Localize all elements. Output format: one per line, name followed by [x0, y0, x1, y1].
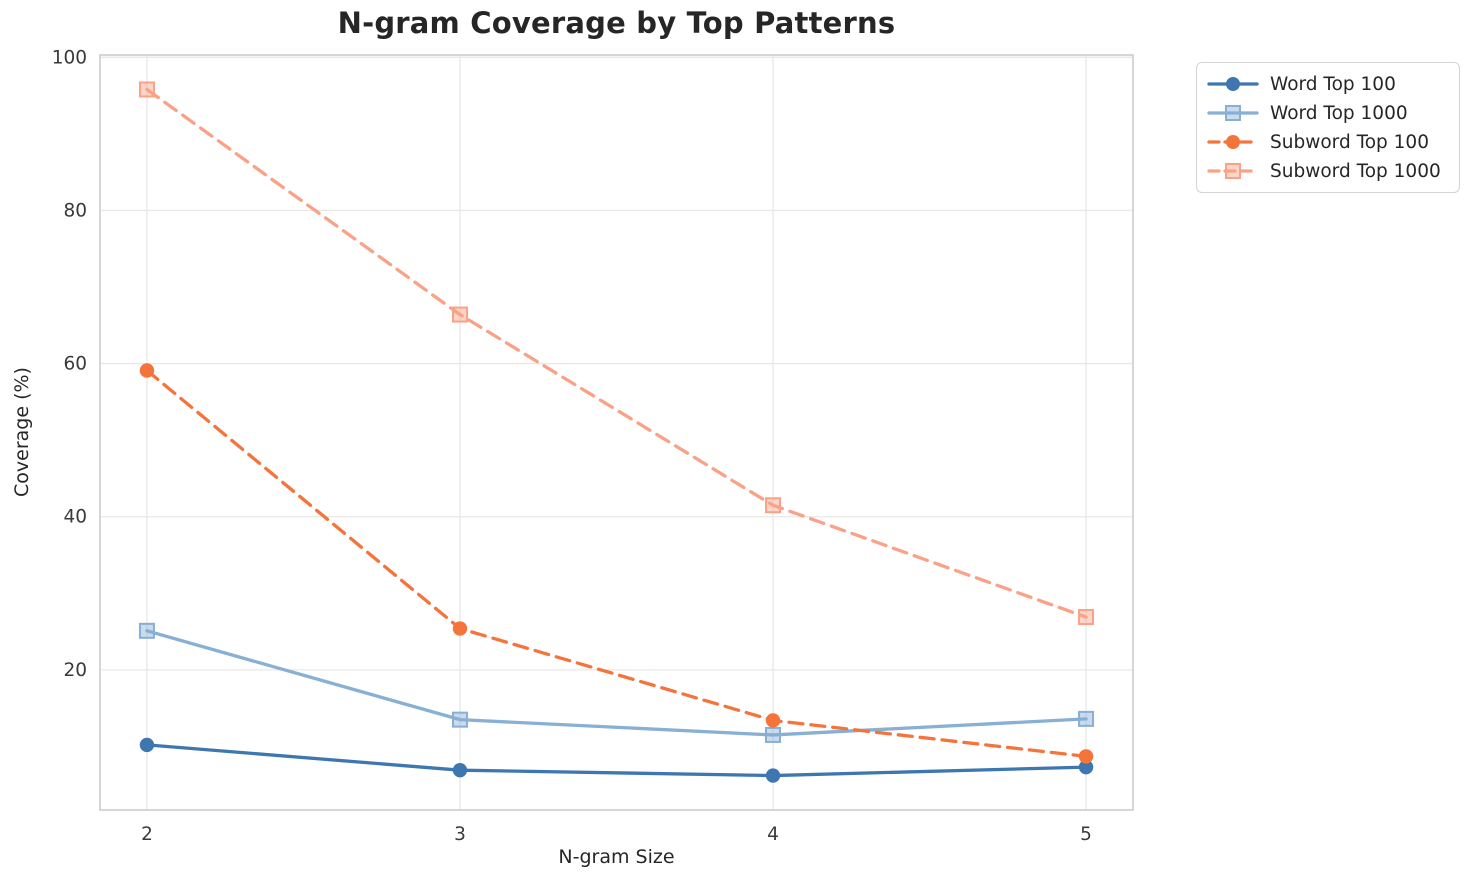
data-point: [1078, 759, 1094, 775]
legend-label: Subword Top 100: [1270, 131, 1429, 153]
legend-item-word-top-1000: Word Top 1000: [1207, 102, 1441, 124]
data-point: [138, 622, 155, 639]
x-tick-label: 4: [767, 824, 779, 845]
data-point: [139, 737, 155, 753]
legend-item-word-top-100: Word Top 100: [1207, 73, 1441, 95]
legend-line-sample: [1207, 163, 1259, 179]
y-tick-label: 100: [52, 47, 87, 68]
legend-item-subword-top-100: Subword Top 100: [1207, 131, 1441, 153]
series-line-word-top-100: [145, 743, 1088, 778]
legend-marker: [1226, 77, 1240, 91]
y-tick-label: 60: [63, 354, 87, 375]
data-point: [765, 713, 781, 728]
x-tick-label: 3: [454, 824, 466, 845]
legend-line-sample: [1207, 135, 1259, 149]
x-axis-label: N-gram Size: [558, 846, 675, 868]
y-tick-label: 20: [63, 660, 87, 681]
legend-line-sample: [1207, 105, 1259, 121]
legend-item-subword-top-1000: Subword Top 1000: [1207, 160, 1441, 182]
series-line-word-top-1000: [145, 629, 1088, 737]
data-point: [1078, 710, 1095, 727]
x-tick-label: 2: [141, 824, 153, 845]
legend-label: Word Top 1000: [1270, 102, 1408, 124]
data-point: [1078, 609, 1095, 626]
legend-box: Word Top 100 Word Top 1000 Subword Top 100…: [1196, 62, 1460, 193]
legend-marker: [1225, 163, 1241, 179]
legend-marker: [1226, 135, 1240, 149]
chart-title: N-gram Coverage by Top Patterns: [337, 6, 896, 40]
data-point: [451, 711, 468, 728]
x-tick-label: 5: [1080, 824, 1092, 845]
plot-border: [99, 54, 1134, 811]
y-axis-label: Coverage (%): [11, 367, 33, 497]
data-point: [1078, 749, 1094, 764]
data-point: [765, 726, 782, 743]
legend-label: Word Top 100: [1270, 73, 1396, 95]
data-point: [452, 621, 468, 636]
legend-label: Subword Top 1000: [1270, 160, 1441, 182]
data-point: [765, 768, 781, 783]
data-point: [765, 497, 782, 514]
data-point: [451, 306, 468, 323]
y-tick-label: 40: [63, 507, 87, 528]
series-line-subword-top-1000: [145, 87, 1088, 619]
y-tick-label: 80: [63, 200, 87, 221]
series-line-subword-top-100: [145, 368, 1088, 759]
data-point: [139, 363, 155, 378]
legend-line-sample: [1207, 77, 1259, 91]
legend-marker: [1225, 105, 1241, 121]
data-point: [452, 762, 468, 778]
data-point: [138, 81, 155, 98]
